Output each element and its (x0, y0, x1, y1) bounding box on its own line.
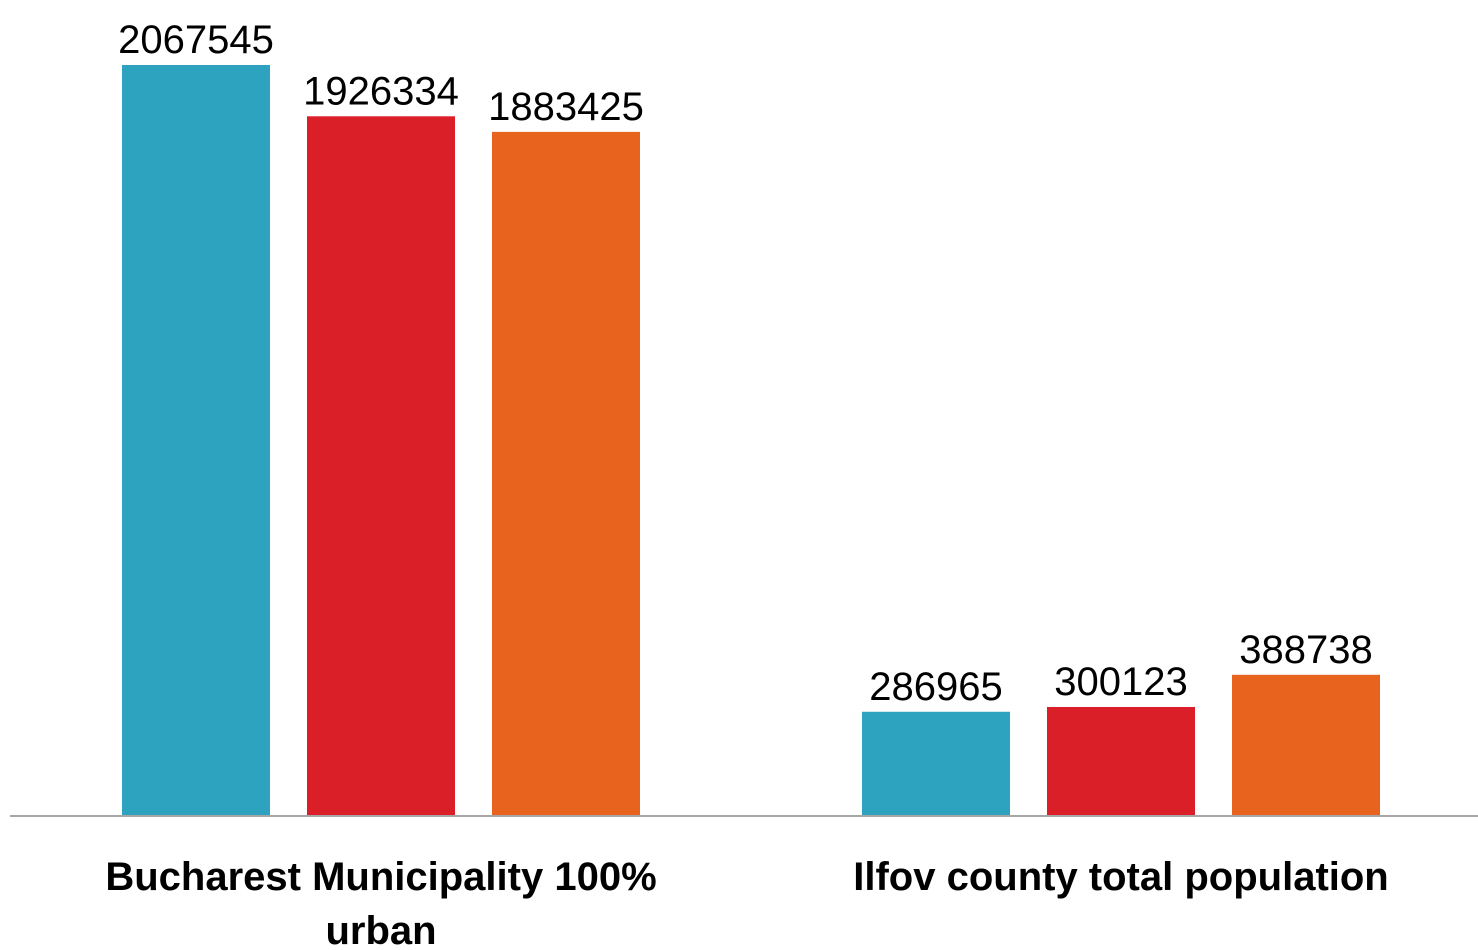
category-labels-layer: Bucharest Municipality 100% urban Ilfov co… (105, 855, 1388, 950)
bar-1-2 (1232, 674, 1380, 816)
bar-1-1 (1047, 706, 1195, 816)
data-label-1-1: 300123 (1054, 660, 1187, 704)
data-label-1-0: 286965 (869, 665, 1002, 709)
data-label-0-2: 1883425 (488, 85, 644, 129)
value-labels-layer: 2067545 1926334 1883425 286965 300123 388738 (118, 18, 1373, 709)
data-label-1-2: 388738 (1239, 628, 1372, 672)
category-label-1-line-0: Ilfov county total population (853, 855, 1389, 899)
category-label-0-line-0: Bucharest Municipality 100% (105, 855, 656, 899)
bar-0-0 (122, 65, 270, 816)
bar-0-1 (307, 116, 455, 816)
bars-layer (122, 65, 1380, 816)
data-label-0-1: 1926334 (303, 69, 459, 113)
category-label-0-line-1: urban (325, 909, 436, 950)
bar-1-0 (862, 711, 1010, 816)
bar-0-2 (492, 131, 640, 816)
data-label-0-0: 2067545 (118, 18, 274, 62)
